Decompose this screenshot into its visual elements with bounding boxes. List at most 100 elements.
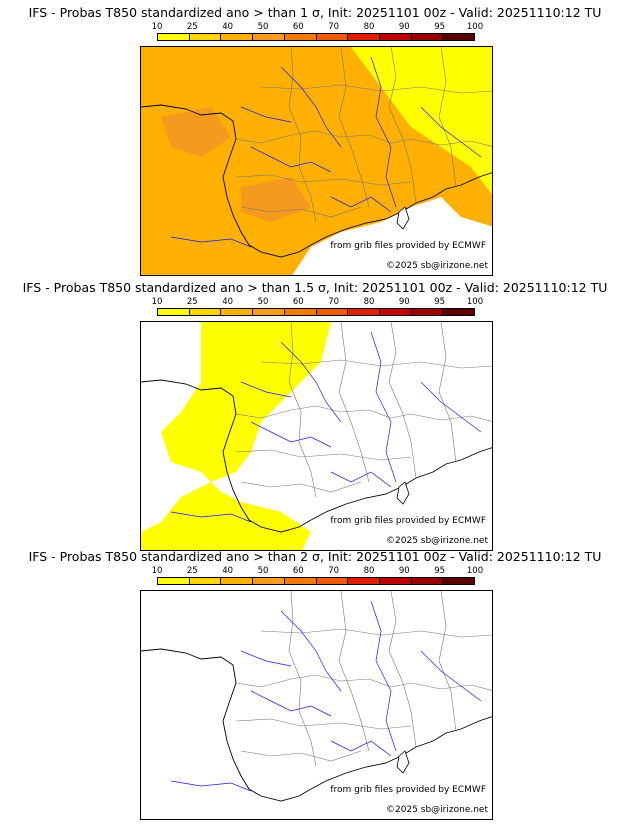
- colorbar-tick: 50: [257, 22, 269, 32]
- colorbar-tick: 80: [363, 566, 375, 576]
- colorbar-swatch: [158, 578, 190, 584]
- colorbar-tick: 40: [222, 566, 234, 576]
- admin-border: [260, 84, 492, 94]
- colorbar-swatch: [316, 578, 349, 584]
- river: [250, 690, 332, 717]
- colorbar: 10 25 40 50 60 70 80 90 95 100: [152, 22, 484, 42]
- admin-border: [240, 481, 362, 493]
- colorbar: 10 25 40 50 60 70 80 90 95 100: [152, 297, 483, 317]
- colorbar-tick: 25: [186, 566, 198, 576]
- colorbar-tick: 40: [222, 22, 234, 32]
- admin-border: [288, 591, 317, 767]
- colorbar-swatch: [348, 34, 380, 40]
- colorbar-swatch: [443, 578, 475, 584]
- colorbar-tick: 50: [257, 297, 269, 307]
- colorbar-swatch: [379, 309, 412, 315]
- colorbar-swatch: [411, 578, 444, 584]
- coastline: [141, 104, 492, 258]
- river: [280, 610, 342, 692]
- admin-border: [240, 206, 362, 218]
- colorbar-swatch: [379, 578, 412, 584]
- colorbar-tick: 90: [398, 297, 410, 307]
- colorbar-swatch: [348, 578, 380, 584]
- panel-title: IFS - Probas T850 standardized ano > tha…: [28, 5, 602, 20]
- colorbar-swatch: [189, 578, 222, 584]
- colorbar-swatch: [379, 34, 412, 40]
- colorbar-swatches: [157, 577, 475, 585]
- admin-border: [288, 322, 317, 498]
- river: [250, 421, 332, 448]
- coastline: [141, 648, 492, 802]
- river: [240, 381, 292, 398]
- admin-border: [235, 449, 412, 461]
- colorbar-swatch: [253, 578, 285, 584]
- island-corsica: [396, 750, 410, 774]
- data-source-note: from grib files provided by ECMWF: [330, 241, 486, 251]
- map-panel-1.5sigma: IFS - Probas T850 standardized ano > tha…: [0, 280, 630, 551]
- colorbar-swatch: [221, 34, 254, 40]
- river: [420, 106, 482, 158]
- probability-fill: [141, 322, 331, 550]
- colorbar-labels: 10 25 40 50 60 70 80 90 95 100: [152, 566, 484, 576]
- map-panel-1sigma: IFS - Probas T850 standardized ano > tha…: [0, 5, 630, 276]
- colorbar-tick: 95: [434, 566, 446, 576]
- river: [330, 740, 392, 757]
- panel-title: IFS - Probas T850 standardized ano > tha…: [28, 549, 602, 564]
- admin-border: [240, 750, 362, 762]
- colorbar-swatch: [443, 34, 475, 40]
- colorbar-swatch: [411, 34, 444, 40]
- colorbar-swatch: [284, 34, 317, 40]
- admin-border: [438, 47, 457, 188]
- colorbar-tick: 60: [292, 566, 304, 576]
- coastline: [141, 379, 492, 533]
- probability-fill: [351, 47, 492, 195]
- colorbar-swatch: [158, 309, 190, 315]
- colorbar-swatch: [158, 34, 190, 40]
- colorbar-tick: 90: [398, 566, 410, 576]
- colorbar-tick: 25: [186, 297, 198, 307]
- colorbar-tick: 100: [466, 297, 484, 307]
- colorbar-tick: 10: [151, 22, 163, 32]
- colorbar-swatch: [411, 309, 444, 315]
- admin-border: [235, 174, 412, 186]
- river: [250, 146, 332, 173]
- river: [240, 650, 292, 667]
- admin-border: [235, 130, 492, 147]
- admin-border: [388, 591, 417, 748]
- river: [170, 511, 252, 523]
- river: [370, 56, 397, 208]
- admin-border: [235, 674, 492, 691]
- copyright-note: ©2025 sb@irizone.net: [386, 805, 488, 815]
- colorbar-tick: 80: [363, 297, 375, 307]
- colorbar-swatches: [157, 33, 475, 41]
- colorbar-tick: 60: [292, 22, 304, 32]
- probability-map: from grib files provided by ECMWF ©2025 …: [140, 590, 493, 820]
- colorbar-tick: 70: [328, 22, 340, 32]
- copyright-note: ©2025 sb@irizone.net: [386, 261, 488, 271]
- island-corsica: [396, 206, 410, 230]
- colorbar-tick: 40: [222, 297, 234, 307]
- colorbar-tick: 60: [292, 297, 304, 307]
- river: [420, 381, 482, 433]
- colorbar-tick: 80: [363, 22, 375, 32]
- colorbar-tick: 95: [434, 297, 446, 307]
- colorbar-tick: 100: [466, 22, 484, 32]
- colorbar-swatch: [284, 578, 317, 584]
- probability-map: from grib files provided by ECMWF ©2025 …: [140, 321, 493, 551]
- probability-fill: [241, 177, 311, 222]
- admin-border: [438, 322, 457, 463]
- colorbar-swatch: [221, 309, 254, 315]
- colorbar-tick: 10: [151, 566, 163, 576]
- river: [420, 650, 482, 702]
- river: [280, 341, 342, 423]
- map-drawing: [141, 47, 492, 275]
- panel-title: IFS - Probas T850 standardized ano > tha…: [22, 280, 608, 295]
- admin-border: [235, 718, 412, 730]
- river: [370, 600, 397, 752]
- river: [240, 106, 292, 123]
- colorbar-tick: 100: [466, 566, 484, 576]
- probability-fill: [161, 107, 231, 157]
- colorbar-labels: 10 25 40 50 60 70 80 90 95 100: [152, 22, 484, 32]
- colorbar-swatch: [189, 34, 222, 40]
- admin-border: [235, 405, 492, 422]
